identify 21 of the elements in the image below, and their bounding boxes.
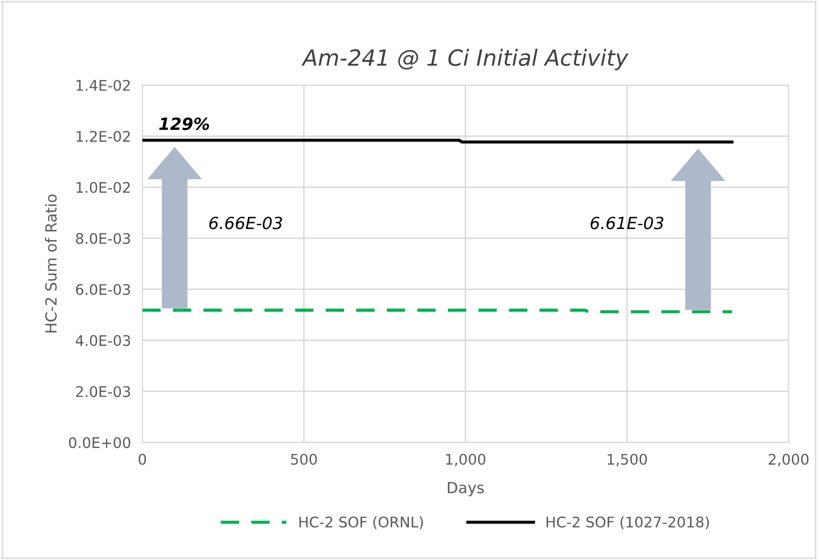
x-tick-label: 500 xyxy=(291,454,317,465)
y-tick-label: 8.0E-03 xyxy=(76,232,130,244)
x-axis-title: Days xyxy=(448,482,484,496)
legend-label: HC-2 SOF (1027-2018) xyxy=(546,516,709,530)
y-tick-label: 6.0E-03 xyxy=(76,284,130,296)
y-tick-label: 4.0E-03 xyxy=(76,335,130,346)
annotation: 6.61E-03 xyxy=(590,216,664,230)
y-tick-label: 1.4E-02 xyxy=(76,80,130,91)
chart-title: Am-241 @ 1 Ci Initial Activity xyxy=(301,48,629,70)
y-tick-label: 0.0E+00 xyxy=(69,437,130,448)
y-tick-label: 1.2E-02 xyxy=(76,130,130,142)
y-tick-label: 2.0E-03 xyxy=(76,386,130,398)
y-axis-title: HC-2 Sum of Ratio xyxy=(44,194,57,332)
x-tick-label: 2,000 xyxy=(768,454,808,466)
annotation: 6.66E-03 xyxy=(209,216,282,230)
x-tick-label: 1,000 xyxy=(446,454,486,466)
y-tick-label: 1.0E-02 xyxy=(76,182,130,193)
legend-label: HC-2 SOF (ORNL) xyxy=(299,516,423,530)
x-tick-label: 0 xyxy=(138,454,146,465)
x-tick-label: 1,500 xyxy=(608,454,647,466)
annotation: 129% xyxy=(159,117,210,130)
